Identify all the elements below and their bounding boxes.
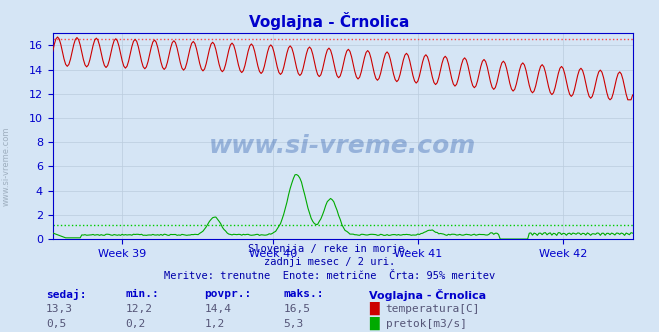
- Text: █: █: [369, 317, 379, 330]
- Text: Voglajna - Črnolica: Voglajna - Črnolica: [369, 289, 486, 301]
- Text: Slovenija / reke in morje.: Slovenija / reke in morje.: [248, 244, 411, 254]
- Text: www.si-vreme.com: www.si-vreme.com: [209, 134, 476, 158]
- Text: zadnji mesec / 2 uri.: zadnji mesec / 2 uri.: [264, 257, 395, 267]
- Text: 1,2: 1,2: [204, 319, 225, 329]
- Text: 14,4: 14,4: [204, 304, 231, 314]
- Text: temperatura[C]: temperatura[C]: [386, 304, 480, 314]
- Text: Meritve: trenutne  Enote: metrične  Črta: 95% meritev: Meritve: trenutne Enote: metrične Črta: …: [164, 271, 495, 281]
- Text: 16,5: 16,5: [283, 304, 310, 314]
- Text: sedaj:: sedaj:: [46, 289, 86, 300]
- Text: 13,3: 13,3: [46, 304, 73, 314]
- Text: 12,2: 12,2: [125, 304, 152, 314]
- Text: povpr.:: povpr.:: [204, 289, 252, 299]
- Text: www.si-vreme.com: www.si-vreme.com: [2, 126, 11, 206]
- Text: pretok[m3/s]: pretok[m3/s]: [386, 319, 467, 329]
- Text: 0,5: 0,5: [46, 319, 67, 329]
- Text: Voglajna - Črnolica: Voglajna - Črnolica: [249, 12, 410, 30]
- Text: 5,3: 5,3: [283, 319, 304, 329]
- Text: maks.:: maks.:: [283, 289, 324, 299]
- Text: █: █: [369, 302, 379, 315]
- Text: 0,2: 0,2: [125, 319, 146, 329]
- Text: min.:: min.:: [125, 289, 159, 299]
